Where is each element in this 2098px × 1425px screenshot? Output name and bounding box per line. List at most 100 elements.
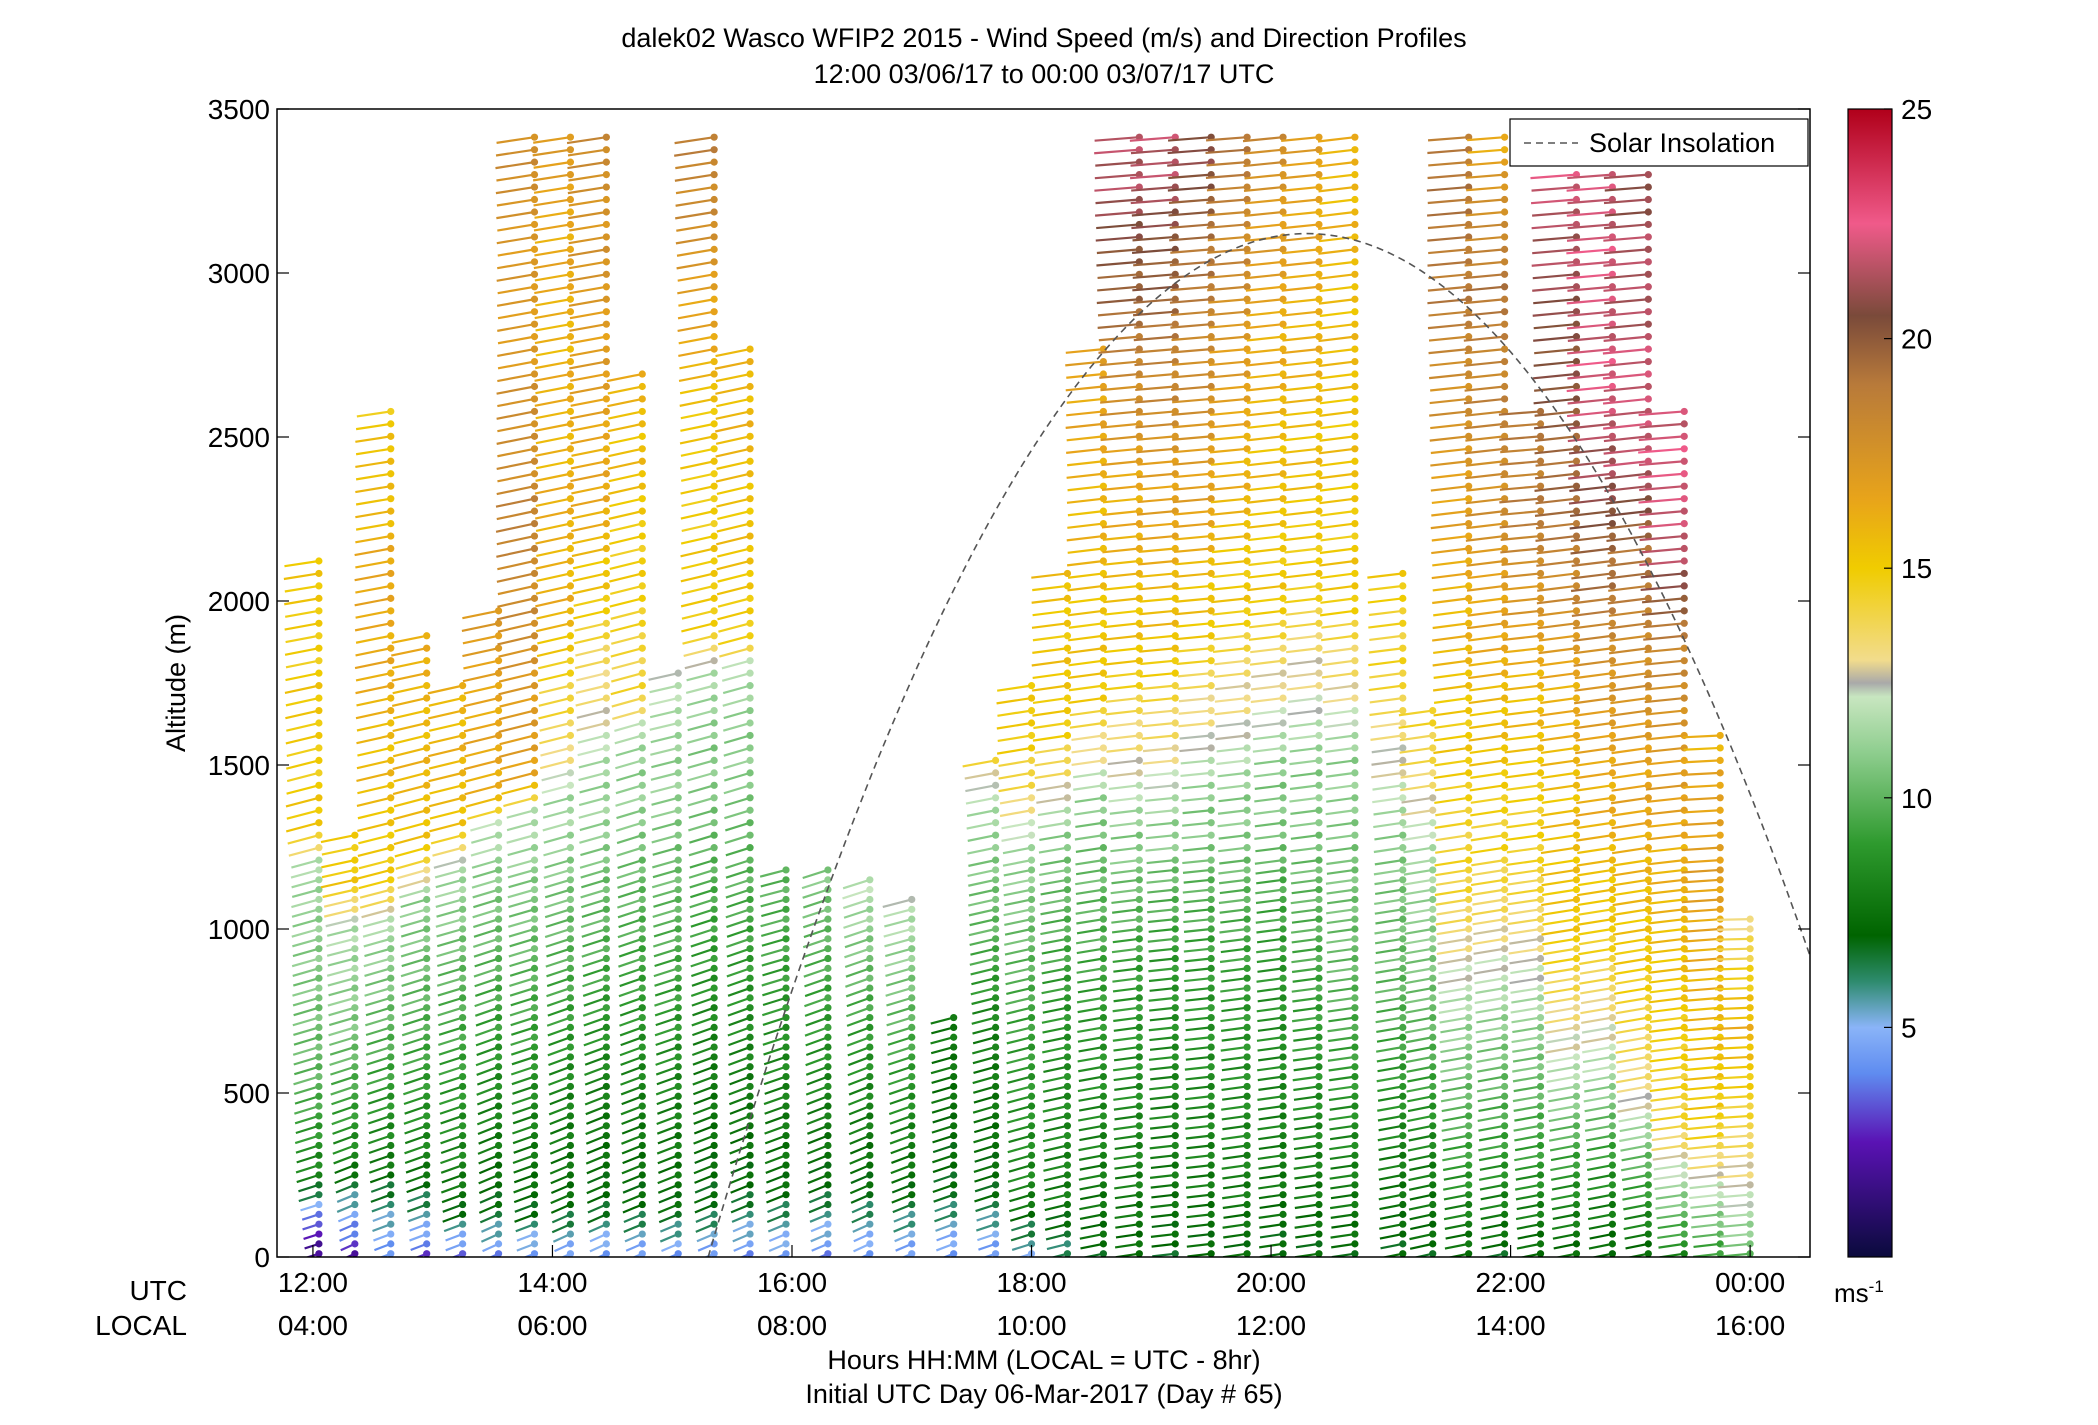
wind-barb-dot — [315, 1171, 323, 1179]
wind-barb-shaft — [1130, 161, 1176, 167]
wind-barb-dot — [1027, 905, 1036, 913]
wind-barb-shaft — [1256, 878, 1284, 885]
wind-barb-shaft — [1326, 898, 1356, 905]
wind-barb-shaft — [1032, 634, 1068, 642]
wind-barb-dot — [566, 964, 575, 972]
wind-barb-shaft — [1465, 210, 1505, 217]
wind-barb-shaft — [585, 1105, 607, 1116]
wind-barb-shaft — [716, 584, 751, 596]
wind-barb-shaft — [1368, 647, 1403, 654]
wind-barb-dot — [1315, 669, 1323, 677]
wind-barb-dot — [638, 886, 646, 894]
wind-barb-dot — [908, 974, 916, 982]
wind-barb-shaft — [1096, 223, 1140, 230]
wind-barb-shaft — [1148, 1055, 1176, 1061]
wind-barb-dot — [1171, 886, 1179, 894]
wind-barb-shaft — [1408, 1183, 1433, 1191]
wind-barb-shaft — [355, 684, 392, 695]
wind-barb-dot — [387, 781, 395, 789]
wind-barb-shaft — [690, 957, 715, 968]
wind-barb-dot — [1279, 582, 1287, 590]
wind-barb-dot — [1315, 1013, 1323, 1022]
wind-barb-shaft — [932, 1114, 954, 1124]
wind-barb-dot — [674, 819, 682, 827]
wind-barb-shaft — [972, 1046, 996, 1055]
wind-barb-dot — [530, 994, 539, 1002]
wind-barb-shaft — [474, 1006, 499, 1017]
wind-barb-dot — [1465, 1240, 1473, 1248]
wind-barb-dot — [315, 819, 323, 827]
wind-barb-dot — [1279, 905, 1287, 913]
wind-barb-shaft — [1095, 161, 1140, 167]
wind-barb-dot — [351, 1210, 359, 1218]
wind-barb-shaft — [729, 1075, 751, 1086]
wind-barb-shaft — [1280, 173, 1320, 180]
wind-barb-dot — [1429, 1073, 1437, 1081]
wind-barb-shaft — [471, 878, 499, 889]
wind-barb-shaft — [764, 1114, 787, 1125]
wind-barb-shaft — [1220, 967, 1248, 973]
wind-barb-shaft — [499, 759, 535, 771]
wind-barb-dot — [602, 1033, 610, 1041]
wind-barb-shaft — [1183, 898, 1212, 904]
wind-barb-dot — [1429, 945, 1437, 953]
wind-barb-shaft — [1181, 796, 1212, 802]
wind-barb-dot — [1399, 619, 1407, 627]
wind-barb-shaft — [1168, 198, 1212, 204]
wind-barb-shaft — [608, 485, 643, 495]
wind-barb-shaft — [1292, 1026, 1320, 1033]
wind-barb-dot — [1351, 345, 1359, 353]
wind-barb-shaft — [497, 335, 535, 345]
wind-barb-dot — [530, 1171, 539, 1179]
wind-barb-dot — [1315, 507, 1323, 515]
wind-barb-shaft — [474, 1026, 499, 1037]
wind-barb-shaft — [690, 937, 715, 948]
wind-barb-shaft — [656, 1124, 679, 1135]
wind-barb-shaft — [512, 1105, 535, 1115]
wind-barb-dot — [674, 1053, 682, 1061]
wind-barb-dot — [1399, 694, 1407, 702]
wind-barb-shaft — [534, 510, 571, 520]
wind-barb-shaft — [367, 1085, 392, 1096]
wind-barb-dot — [710, 819, 718, 827]
wind-barb-shaft — [1152, 1252, 1176, 1257]
wind-barb-shaft — [1173, 485, 1212, 491]
wind-barb-shaft — [474, 986, 499, 998]
wind-barb-shaft — [584, 1095, 607, 1106]
wind-barb-shaft — [1135, 372, 1176, 379]
wind-barb-dot — [1243, 669, 1251, 677]
wind-barb-dot — [1500, 1181, 1509, 1189]
wind-barb-dot — [1099, 994, 1107, 1002]
wind-barb-shaft — [676, 260, 715, 270]
wind-barb-dot — [991, 886, 1000, 894]
wind-barb-shaft — [619, 1016, 643, 1027]
wind-barb-shaft — [1554, 1252, 1577, 1257]
wind-barb-dot — [1429, 935, 1437, 943]
wind-barb-dot — [1243, 1033, 1251, 1041]
wind-barb-shaft — [1034, 771, 1068, 780]
wind-barb-dot — [1099, 345, 1107, 353]
wind-barb-shaft — [1440, 1065, 1469, 1073]
wind-barb-shaft — [1149, 1016, 1176, 1022]
wind-barb-dot — [1351, 519, 1359, 528]
wind-barb-dot — [991, 866, 1000, 874]
wind-barb-dot — [710, 582, 718, 590]
wind-barb-shaft — [1476, 1045, 1505, 1054]
wind-barb-shaft — [621, 1095, 643, 1106]
wind-barb-dot — [602, 644, 610, 652]
wind-barb-dot — [387, 994, 395, 1002]
wind-barb-dot — [1243, 1230, 1251, 1238]
wind-barb-shaft — [437, 986, 463, 997]
wind-barb-shaft — [1221, 1055, 1248, 1062]
wind-barb-shaft — [1467, 597, 1505, 605]
wind-barb-dot — [602, 432, 610, 440]
wind-barb-dot — [710, 856, 718, 864]
wind-barb-dot — [1500, 470, 1509, 478]
wind-barb-shaft — [1430, 447, 1469, 455]
wind-barb-dot — [1243, 1181, 1251, 1189]
wind-barb-dot — [1135, 1171, 1143, 1179]
wind-barb-shaft — [1077, 1026, 1104, 1033]
wind-barb-dot — [1315, 1053, 1323, 1061]
wind-barb-shaft — [1325, 878, 1356, 885]
wind-barb-dot — [638, 945, 646, 953]
